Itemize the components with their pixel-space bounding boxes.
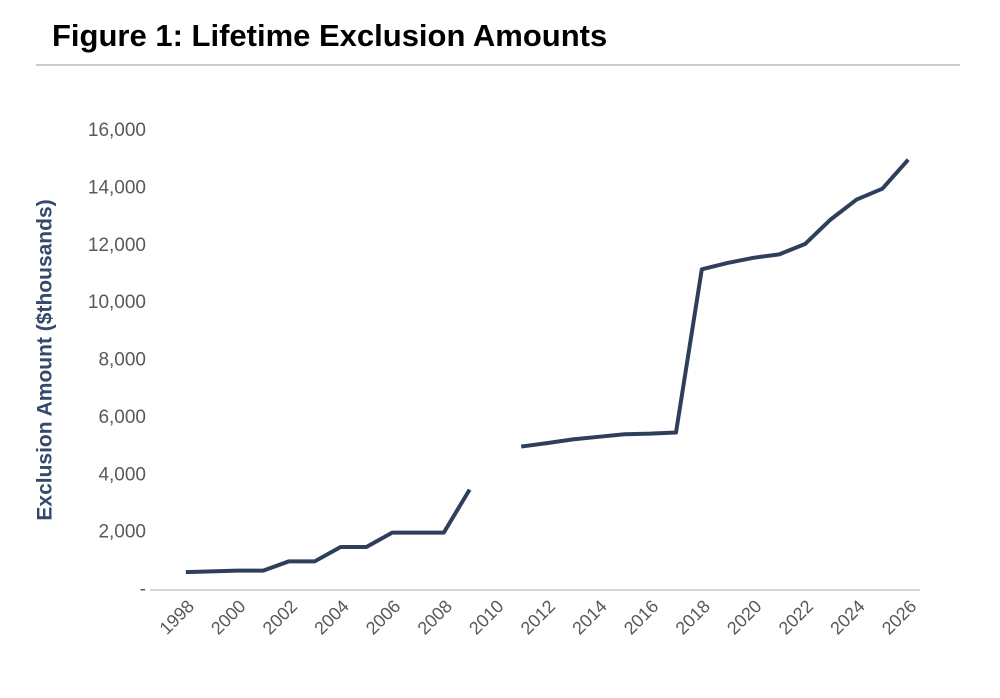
- y-tick-label: 10,000: [88, 292, 146, 313]
- y-tick-label: 8,000: [98, 350, 146, 371]
- x-tick-label: 2006: [362, 596, 404, 638]
- y-tick-label: 2,000: [98, 522, 146, 543]
- x-tick-label: 2000: [207, 596, 249, 638]
- x-tick-label: 2026: [878, 596, 920, 638]
- x-tick-label: 2018: [672, 596, 714, 638]
- data-line: [185, 158, 910, 575]
- x-tick-label: 2020: [723, 596, 765, 638]
- x-tick-label: 2008: [414, 596, 456, 638]
- x-tick-label: 2024: [826, 596, 868, 638]
- x-tick-label: 2014: [568, 596, 610, 638]
- y-tick-label: 6,000: [98, 407, 146, 428]
- x-tick-label: 2002: [259, 596, 301, 638]
- x-tick-label: 2016: [620, 596, 662, 638]
- chart-title: Figure 1: Lifetime Exclusion Amounts: [52, 18, 607, 53]
- x-tick-label: 2010: [465, 596, 507, 638]
- x-tick-label: 2022: [775, 596, 817, 638]
- x-tick-label: 2012: [517, 596, 559, 638]
- y-tick-label: 12,000: [88, 235, 146, 256]
- y-tick-label: 16,000: [88, 120, 146, 141]
- x-tick-label: 1998: [156, 596, 198, 638]
- y-tick-label: 14,000: [88, 177, 146, 198]
- y-axis-title: Exclusion Amount ($thousands): [34, 199, 57, 520]
- y-tick-label: -: [140, 579, 146, 600]
- y-tick-label: 4,000: [98, 464, 146, 485]
- x-tick-label: 2004: [310, 596, 352, 638]
